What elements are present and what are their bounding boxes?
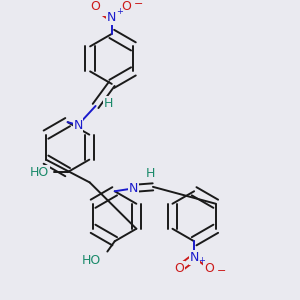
Text: HO: HO xyxy=(82,254,101,267)
Text: N: N xyxy=(129,182,139,195)
Text: O: O xyxy=(122,0,131,13)
Text: O: O xyxy=(91,0,100,13)
Text: H: H xyxy=(104,97,113,110)
Text: N: N xyxy=(107,11,116,24)
Text: H: H xyxy=(145,167,155,180)
Text: −: − xyxy=(217,266,226,276)
Text: +: + xyxy=(116,7,123,16)
Text: −: − xyxy=(134,0,143,9)
Text: HO: HO xyxy=(30,166,49,178)
Text: N: N xyxy=(189,251,199,264)
Text: +: + xyxy=(198,256,205,266)
Text: N: N xyxy=(73,118,83,132)
Text: O: O xyxy=(175,262,184,275)
Text: O: O xyxy=(204,262,214,275)
